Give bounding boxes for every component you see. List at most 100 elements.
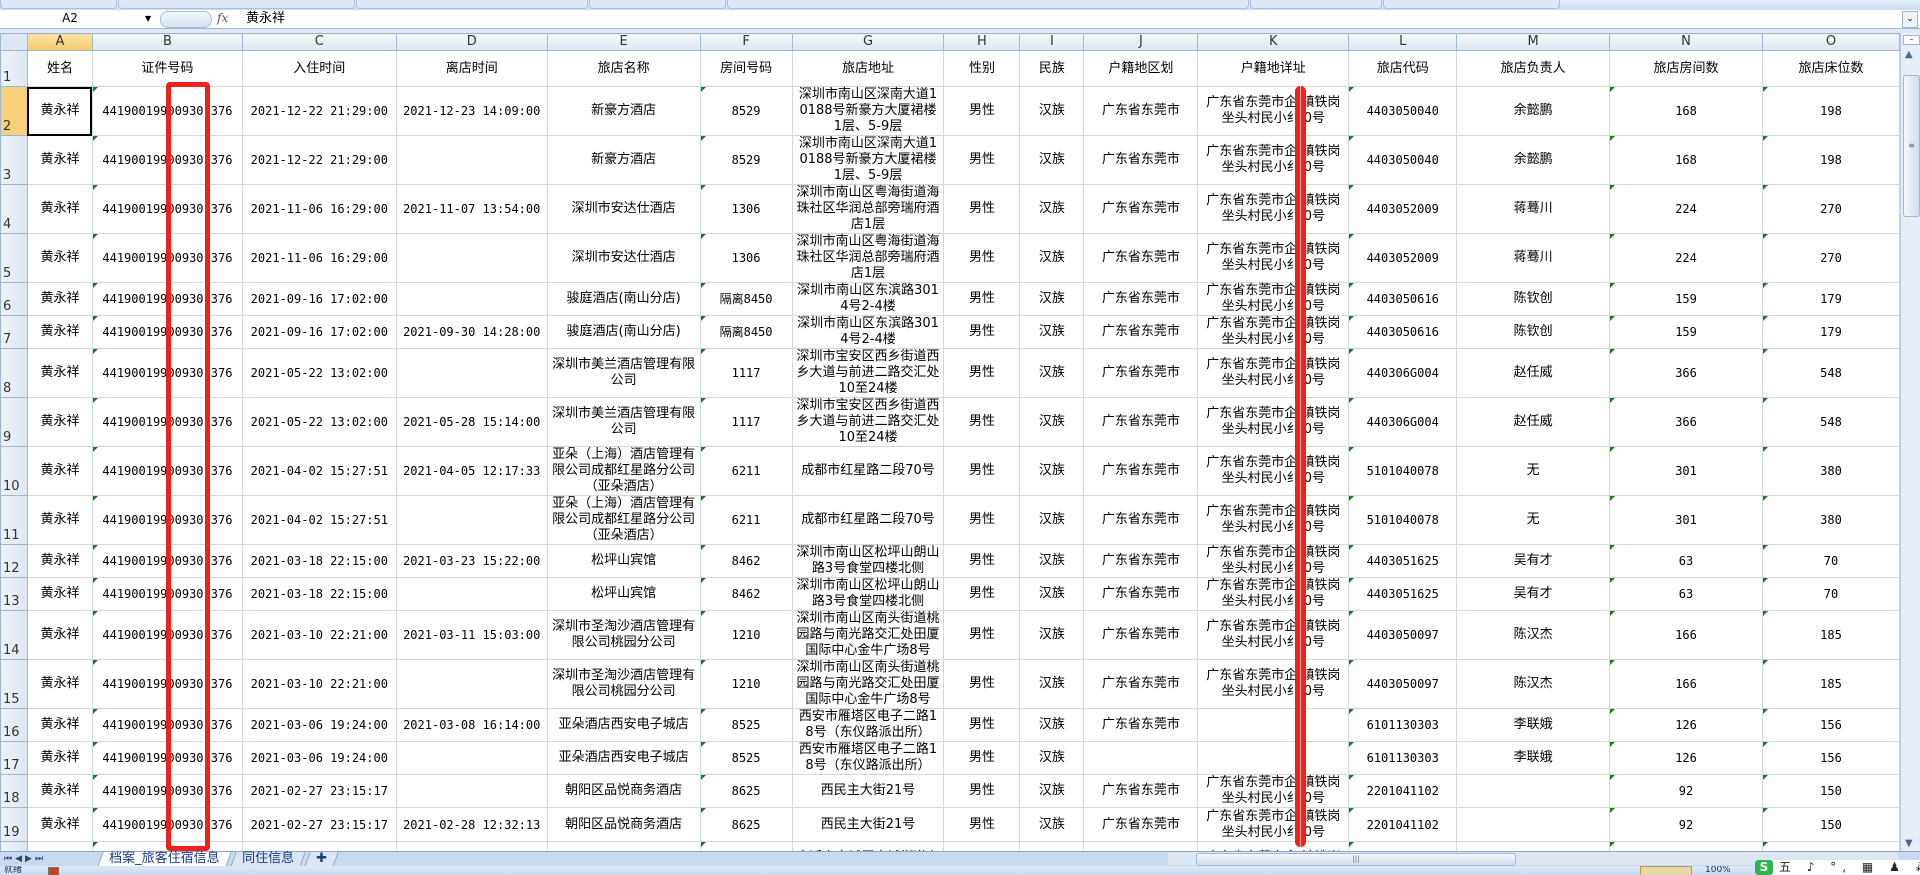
cell-J8[interactable]: 广东省东莞市 (1083, 348, 1199, 398)
cell-C9[interactable]: 2021-05-22 13:02:00 (241, 397, 397, 447)
cell-N15[interactable]: 166 (1609, 659, 1763, 709)
cell-J20[interactable]: 广东省东莞市 (1083, 841, 1199, 851)
cell-A20[interactable]: 黄永祥 (26, 841, 93, 851)
cell-K14[interactable]: 广东省东莞市企 镇铁岗坐头村民小纟 0号 (1197, 610, 1350, 660)
select-all-corner[interactable] (0, 33, 28, 51)
cell-J17[interactable] (1083, 741, 1199, 775)
vertical-scrollbar[interactable]: – ▲ ≡ ▼ (1900, 33, 1920, 851)
cell-A11[interactable]: 黄永祥 (26, 495, 93, 545)
cell-D10[interactable]: 2021-04-05 12:17:33 (395, 446, 548, 496)
header-cell[interactable]: 旅店名称 (546, 50, 701, 87)
cell-A5[interactable]: 黄永祥 (26, 233, 93, 283)
cell-I17[interactable]: 汉族 (1019, 741, 1085, 775)
cell-F17[interactable]: 8525 (699, 741, 793, 775)
tab-sheet-2[interactable]: 同住信息 (229, 851, 306, 867)
cell-N6[interactable]: 159 (1609, 282, 1763, 316)
sheet-nav-arrows-icon[interactable]: ⏮◀▶⏭ (4, 854, 47, 864)
cell-I13[interactable]: 汉族 (1019, 577, 1085, 611)
cell-E5[interactable]: 深圳市安达仕酒店 (546, 233, 701, 283)
cell-J10[interactable]: 广东省东莞市 (1083, 446, 1199, 496)
cell-O14[interactable]: 185 (1761, 610, 1900, 660)
cell-K17[interactable] (1197, 741, 1350, 775)
cell-G18[interactable]: 西民主大街21号 (791, 774, 945, 808)
row-header[interactable]: 6 (0, 282, 28, 316)
cell-K8[interactable]: 广东省东莞市企 镇铁岗坐头村民小纟 0号 (1197, 348, 1350, 398)
cell-D19[interactable]: 2021-02-28 12:32:13 (395, 807, 548, 842)
cell-H7[interactable]: 男性 (943, 315, 1021, 349)
cell-C17[interactable]: 2021-03-06 19:24:00 (241, 741, 397, 775)
cell-G14[interactable]: 深圳市南山区南头街道桃园路与南光路交汇处田厦国际中心金牛广场8号 (791, 610, 945, 660)
cell-G15[interactable]: 深圳市南山区南头街道桃园路与南光路交汇处田厦国际中心金牛广场8号 (791, 659, 945, 709)
cell-J19[interactable]: 广东省东莞市 (1083, 807, 1199, 842)
cell-N16[interactable]: 126 (1609, 708, 1763, 742)
cell-H13[interactable]: 男性 (943, 577, 1021, 611)
cell-K3[interactable]: 广东省东莞市企 镇铁岗坐头村民小纟 0号 (1197, 135, 1350, 185)
cell-N12[interactable]: 63 (1609, 544, 1763, 578)
cell-O11[interactable]: 380 (1761, 495, 1900, 545)
header-cell[interactable]: 旅店负责人 (1456, 50, 1611, 87)
cell-F20[interactable]: 1105 (699, 841, 793, 851)
cell-N7[interactable]: 159 (1609, 315, 1763, 349)
cell-H17[interactable]: 男性 (943, 741, 1021, 775)
cell-A10[interactable]: 黄永祥 (26, 446, 93, 496)
cell-L17[interactable]: 6101130303 (1348, 741, 1458, 775)
cell-G3[interactable]: 深圳市南山区深南大道10188号新豪方大厦裙楼1层、5-9层 (791, 135, 945, 185)
cell-L11[interactable]: 5101040078 (1348, 495, 1458, 545)
cell-A14[interactable]: 黄永祥 (26, 610, 93, 660)
cell-E8[interactable]: 深圳市美兰酒店管理有限公司 (546, 348, 701, 398)
cell-M5[interactable]: 蒋蓦川 (1456, 233, 1611, 283)
insert-sheet-icon[interactable]: ✚ (303, 851, 339, 867)
cell-G8[interactable]: 深圳市宝安区西乡街道西乡大道与前进二路交汇处10至24楼 (791, 348, 945, 398)
cell-E16[interactable]: 亚朵酒店西安电子城店 (546, 708, 701, 742)
cell-N13[interactable]: 63 (1609, 577, 1763, 611)
cell-K2[interactable]: 广东省东莞市企 镇铁岗坐头村民小纟 0号 (1197, 86, 1350, 136)
row-header[interactable]: 17 (0, 741, 28, 775)
cell-M19[interactable] (1456, 807, 1611, 842)
cell-I20[interactable]: 汉族 (1019, 841, 1085, 851)
cell-J7[interactable]: 广东省东莞市 (1083, 315, 1199, 349)
cell-E6[interactable]: 骏庭酒店(南山分店) (546, 282, 701, 316)
ime-toolbar[interactable]: S 五 ♪ °, ▦ ♟ ⁂ (1755, 860, 1920, 875)
column-header-B[interactable]: B (91, 33, 243, 51)
cell-N4[interactable]: 224 (1609, 184, 1763, 234)
cell-D13[interactable] (395, 577, 548, 611)
cell-A8[interactable]: 黄永祥 (26, 348, 93, 398)
cell-O3[interactable]: 198 (1761, 135, 1900, 185)
cell-I16[interactable]: 汉族 (1019, 708, 1085, 742)
cell-H18[interactable]: 男性 (943, 774, 1021, 808)
cell-E11[interactable]: 亚朵（上海）酒店管理有限公司成都红星路分公司（亚朵酒店） (546, 495, 701, 545)
cell-M4[interactable]: 蒋蓦川 (1456, 184, 1611, 234)
cell-O2[interactable]: 198 (1761, 86, 1900, 136)
cell-M8[interactable]: 赵任威 (1456, 348, 1611, 398)
tab-sheet-1[interactable]: 档案_旅客住宿信息 (97, 851, 232, 867)
cell-F10[interactable]: 6211 (699, 446, 793, 496)
cell-E19[interactable]: 朝阳区品悦商务酒店 (546, 807, 701, 842)
header-cell[interactable]: 性别 (943, 50, 1021, 87)
cell-C7[interactable]: 2021-09-16 17:02:00 (241, 315, 397, 349)
cell-L10[interactable]: 5101040078 (1348, 446, 1458, 496)
cell-A6[interactable]: 黄永祥 (26, 282, 93, 316)
name-box-dropdown-icon[interactable]: ▼ (145, 14, 152, 23)
cell-F4[interactable]: 1306 (699, 184, 793, 234)
cell-L14[interactable]: 4403050097 (1348, 610, 1458, 660)
cell-D15[interactable] (395, 659, 548, 709)
header-cell[interactable]: 证件号码 (91, 50, 243, 87)
cell-H8[interactable]: 男性 (943, 348, 1021, 398)
cell-J11[interactable]: 广东省东莞市 (1083, 495, 1199, 545)
cell-J16[interactable]: 广东省东莞市 (1083, 708, 1199, 742)
cell-C2[interactable]: 2021-12-22 21:29:00 (241, 86, 397, 136)
cell-K16[interactable] (1197, 708, 1350, 742)
cell-E17[interactable]: 亚朵酒店西安电子城店 (546, 741, 701, 775)
cell-H19[interactable]: 男性 (943, 807, 1021, 842)
cell-O6[interactable]: 179 (1761, 282, 1900, 316)
header-cell[interactable]: 入住时间 (241, 50, 397, 87)
cell-L2[interactable]: 4403050040 (1348, 86, 1458, 136)
column-header-H[interactable]: H (943, 33, 1021, 51)
cell-H10[interactable]: 男性 (943, 446, 1021, 496)
cell-E12[interactable]: 松坪山宾馆 (546, 544, 701, 578)
cell-G13[interactable]: 深圳市南山区松坪山朗山路3号食堂四楼北侧 (791, 577, 945, 611)
cell-J13[interactable]: 广东省东莞市 (1083, 577, 1199, 611)
row-header[interactable]: 8 (0, 348, 28, 398)
cell-G7[interactable]: 深圳市南山区东滨路3014号2-4楼 (791, 315, 945, 349)
cell-F8[interactable]: 1117 (699, 348, 793, 398)
